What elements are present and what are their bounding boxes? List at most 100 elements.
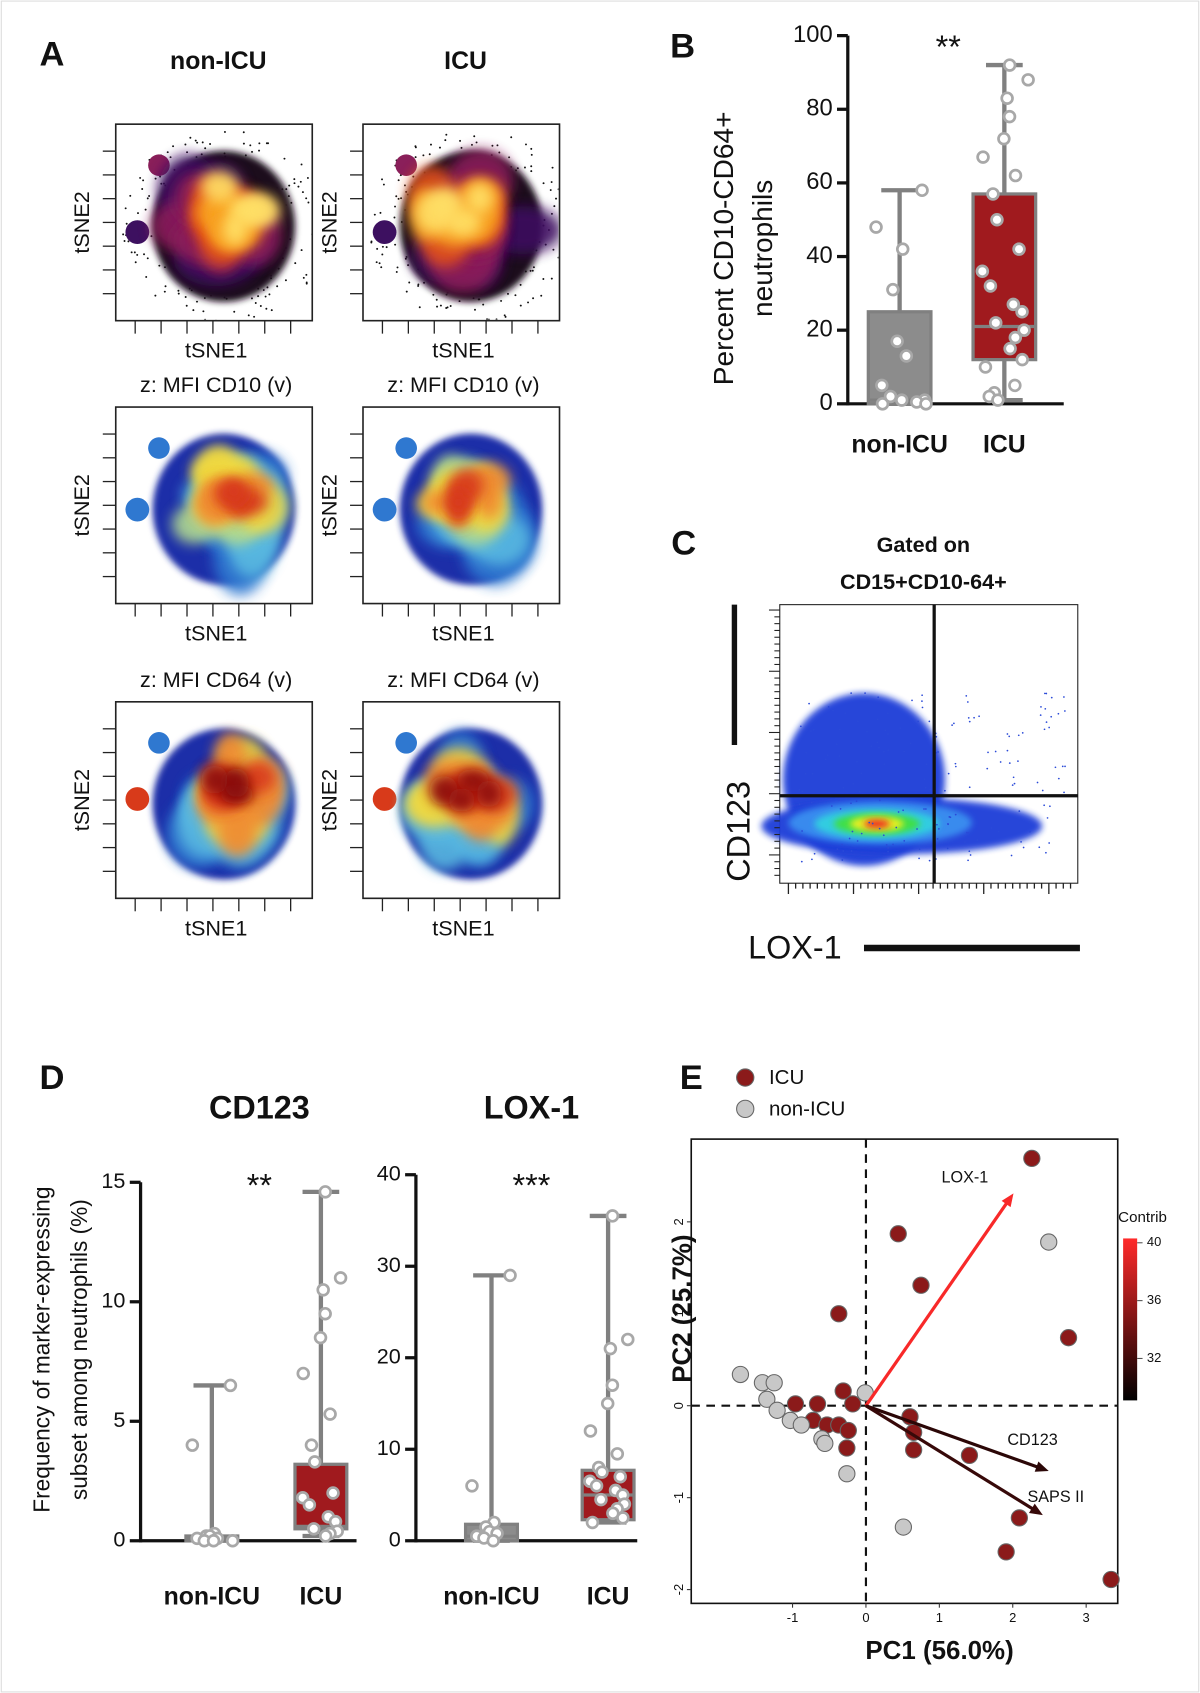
density	[395, 732, 417, 754]
data-point	[894, 1518, 913, 1536]
data-point	[758, 1390, 776, 1408]
axis-label: CD123	[720, 781, 756, 882]
y-axis-label: Frequency of marker-expressing	[28, 1187, 54, 1513]
speckle	[475, 141, 478, 144]
axis-label: tSNE1	[432, 338, 494, 363]
event-dot	[798, 788, 801, 791]
event-dot	[1012, 776, 1015, 779]
event-dot	[925, 763, 928, 766]
panel-letter: D	[40, 1059, 65, 1097]
y-tick-label: 15	[101, 1168, 125, 1193]
data-point	[838, 1439, 856, 1457]
speckle	[557, 188, 559, 191]
event-dot	[903, 750, 905, 753]
speckle	[373, 213, 376, 216]
speckle	[530, 153, 533, 156]
density	[448, 788, 476, 813]
data-point	[318, 1185, 333, 1199]
speckle	[444, 139, 447, 142]
event-dot	[878, 746, 880, 749]
speckle	[158, 264, 161, 267]
data-point	[765, 1374, 783, 1392]
speckle	[414, 146, 417, 149]
data-point	[600, 1396, 615, 1411]
speckle	[529, 269, 532, 272]
event-dot	[885, 843, 888, 846]
speckle	[375, 261, 378, 264]
y-tick-label: 5	[113, 1407, 125, 1432]
event-dot	[1063, 696, 1065, 698]
data-point	[616, 1511, 630, 1525]
data-point	[875, 378, 889, 393]
speckle	[262, 289, 265, 292]
legend-label: non-ICU	[769, 1097, 845, 1120]
event-dot	[1021, 732, 1024, 734]
speckle	[405, 290, 408, 293]
event-dot	[882, 834, 885, 837]
speckle	[445, 307, 448, 309]
event-dot	[841, 859, 844, 861]
arrow-head	[1028, 1503, 1043, 1516]
axis-label: tSNE1	[185, 621, 247, 646]
event-dot	[1017, 760, 1019, 763]
event-dot	[969, 854, 972, 856]
speckle	[532, 266, 535, 269]
event-dot	[1045, 721, 1048, 723]
density	[395, 154, 417, 176]
speckle	[379, 211, 382, 214]
event-dot	[1022, 846, 1025, 849]
event-dot	[928, 720, 931, 723]
event-dot	[824, 758, 827, 761]
data-point	[613, 1469, 627, 1484]
speckle	[125, 222, 128, 225]
loading-arrow	[864, 1199, 1010, 1407]
speckle	[215, 319, 217, 320]
speckle	[284, 279, 287, 282]
legend-label: ICU	[769, 1066, 804, 1089]
axis-label: tSNE2	[69, 769, 94, 831]
speckle	[482, 303, 485, 306]
data-point	[1008, 330, 1023, 345]
event-dot	[944, 789, 946, 792]
event-dot	[994, 750, 997, 753]
event-dot	[844, 712, 847, 714]
data-point	[1015, 352, 1029, 367]
data-point	[894, 393, 909, 407]
speckle	[194, 139, 197, 142]
colorbar-title: Contrib	[1118, 1209, 1167, 1226]
data-point	[890, 334, 904, 348]
speckle	[276, 285, 279, 288]
event-dot	[1061, 765, 1064, 768]
event-dot	[805, 751, 807, 754]
speckle	[123, 240, 126, 242]
speckle	[163, 290, 166, 293]
event-dot	[832, 709, 834, 712]
speckle	[418, 306, 421, 309]
speckle	[514, 294, 517, 297]
speckle	[251, 150, 253, 153]
x-axis-label: PC1 (56.0%)	[865, 1637, 1013, 1665]
arrow-label: SAPS II	[1027, 1488, 1084, 1506]
speckle	[414, 156, 417, 159]
speckle	[428, 153, 431, 156]
legend-marker	[736, 1068, 755, 1087]
speckle	[288, 184, 291, 187]
data-point	[605, 1378, 620, 1392]
speckle	[393, 216, 396, 219]
y-tick-label: 0	[113, 1526, 125, 1551]
data-point	[583, 1424, 598, 1438]
speckle	[154, 177, 157, 180]
data-point	[978, 360, 993, 374]
event-dot	[835, 743, 838, 746]
x-tick-label: 1	[936, 1610, 943, 1625]
event-dot	[850, 802, 852, 805]
speckle	[268, 293, 271, 296]
x-tick-label: non-ICU	[851, 431, 948, 458]
event-dot	[868, 821, 871, 824]
data-point	[838, 1465, 856, 1483]
event-dot	[953, 722, 955, 725]
speckle	[376, 247, 379, 250]
event-dot	[855, 800, 858, 803]
event-dot	[1028, 830, 1031, 833]
data-point	[786, 1395, 805, 1413]
